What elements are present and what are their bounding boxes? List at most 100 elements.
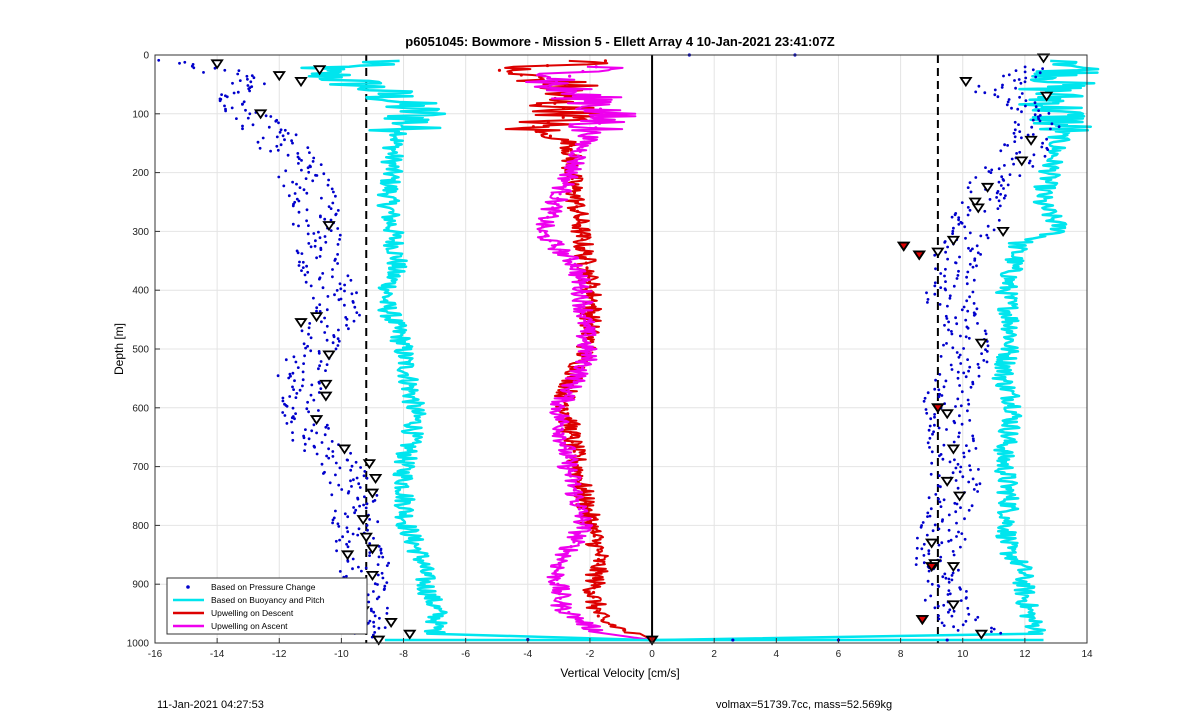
pressure-dot — [954, 466, 958, 470]
series-point — [584, 342, 588, 346]
pressure-dot — [947, 539, 950, 543]
y-tick-label: 200 — [132, 168, 149, 179]
pressure-dot — [1024, 76, 1028, 80]
pressure-dot — [958, 384, 961, 387]
pressure-dot — [1010, 157, 1014, 161]
pressure-dot — [952, 440, 956, 444]
pressure-dot — [974, 176, 978, 179]
pressure-dot — [930, 582, 934, 586]
series-point — [563, 253, 567, 257]
pressure-dot — [947, 320, 950, 324]
pressure-dot — [953, 421, 957, 425]
series-point — [583, 333, 588, 337]
pressure-dot — [298, 186, 302, 190]
pressure-dot — [275, 135, 279, 139]
pressure-dot — [357, 527, 361, 531]
pressure-dot — [351, 532, 355, 536]
pressure-dot — [972, 439, 975, 443]
series-point — [569, 385, 574, 389]
pressure-dot — [283, 414, 287, 417]
pressure-dot — [955, 535, 958, 538]
pressure-dot — [1049, 127, 1052, 131]
pressure-dot — [954, 261, 958, 265]
pressure-dot — [990, 630, 993, 633]
pressure-dot — [303, 354, 306, 358]
pressure-dot — [965, 299, 969, 303]
pressure-dot — [324, 240, 328, 244]
pressure-dot — [1010, 106, 1013, 110]
series-point — [590, 98, 594, 102]
series-point — [538, 229, 542, 233]
pressure-dot — [282, 184, 286, 188]
pressure-dot — [370, 609, 373, 613]
pressure-dot — [315, 174, 319, 177]
pressure-dot — [956, 486, 960, 490]
pressure-dot — [942, 603, 946, 607]
pressure-dot — [971, 434, 975, 438]
pressure-dot — [241, 124, 244, 128]
pressure-dot — [281, 396, 285, 400]
series-point — [548, 83, 552, 88]
pressure-dot — [952, 284, 956, 288]
pressure-dot — [336, 522, 340, 526]
series-point — [592, 586, 596, 590]
pressure-dot — [964, 619, 968, 623]
series-point — [583, 323, 587, 328]
series-point — [582, 247, 586, 251]
triangle-marker — [322, 350, 336, 361]
pressure-dot — [336, 227, 340, 230]
series-point — [576, 267, 580, 271]
series-point — [583, 361, 588, 365]
triangle-marker — [319, 391, 333, 402]
pressure-dot — [967, 449, 971, 453]
pressure-dot — [294, 133, 298, 137]
series-point — [565, 407, 569, 411]
pressure-dot — [359, 466, 362, 469]
pressure-dot — [950, 614, 954, 618]
triangle-marker — [952, 491, 967, 502]
pressure-dot — [927, 496, 931, 500]
pressure-dot — [951, 550, 955, 553]
pressure-dot — [336, 262, 339, 265]
pressure-dot — [976, 251, 980, 255]
pressure-dot — [289, 374, 292, 378]
series-point — [570, 479, 574, 483]
pressure-dot — [269, 149, 272, 153]
pressure-dot — [942, 624, 946, 627]
pressure-dot — [976, 490, 979, 493]
pressure-dot — [940, 394, 944, 397]
pressure-dot — [966, 186, 970, 190]
pressure-dot — [317, 351, 321, 355]
pressure-dot — [291, 431, 294, 434]
pressure-dot — [336, 209, 340, 212]
pressure-dot — [959, 334, 962, 338]
series-point — [590, 131, 594, 135]
pressure-dot — [192, 66, 196, 70]
pressure-dot — [944, 576, 948, 580]
pressure-dot — [287, 194, 291, 198]
series-point — [559, 417, 563, 422]
pressure-dot — [975, 483, 978, 487]
triangle-marker — [371, 635, 386, 646]
y-tick-label: 400 — [132, 286, 149, 297]
pressure-dot — [989, 171, 993, 175]
pressure-dot — [377, 595, 381, 599]
pressure-dot — [277, 175, 281, 179]
pressure-dot — [302, 362, 305, 365]
pressure-dot — [993, 93, 997, 97]
pressure-dot — [1018, 150, 1022, 154]
pressure-dot — [360, 569, 363, 573]
pressure-dot — [355, 291, 358, 295]
pressure-dot — [978, 482, 982, 486]
pressure-dot — [242, 100, 246, 104]
triangle-marker — [365, 570, 380, 582]
series-point — [577, 473, 581, 477]
pressure-dot — [304, 177, 308, 181]
pressure-dot — [352, 506, 355, 509]
pressure-dot — [326, 295, 330, 298]
pressure-dot — [288, 395, 292, 398]
triangle-marker — [384, 618, 398, 629]
series-point — [582, 300, 586, 304]
pressure-dot — [354, 508, 358, 512]
series-point — [594, 576, 598, 580]
